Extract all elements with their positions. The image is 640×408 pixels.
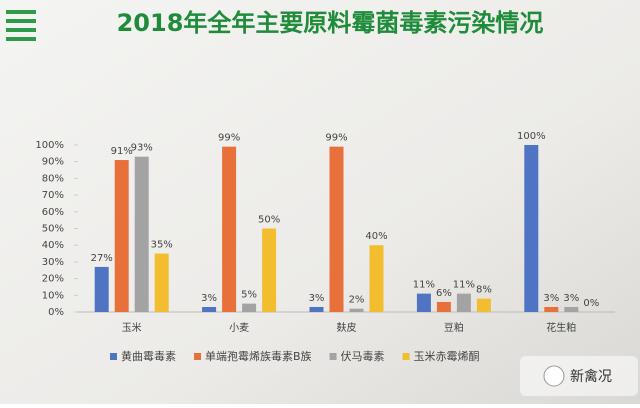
data-label: 50% (258, 215, 280, 226)
legend-swatch (194, 353, 201, 360)
y-tick-label: 40% (42, 240, 64, 251)
y-tick-label: 10% (42, 290, 64, 301)
bar (222, 146, 237, 312)
watermark: 新禽况 (520, 356, 638, 396)
watermark-text: 新禽况 (570, 368, 612, 385)
y-tick-label: 0% (48, 307, 64, 318)
data-label: 6% (436, 288, 452, 299)
y-tick-label: 50% (42, 224, 64, 235)
y-tick-label: 20% (42, 274, 64, 285)
data-label: 93% (131, 143, 153, 154)
bar (416, 293, 431, 312)
legend-swatch (402, 353, 410, 360)
data-label: 3% (563, 293, 579, 304)
legend-swatch (110, 353, 117, 360)
x-tick-label: 豆粕 (444, 321, 464, 334)
bar (262, 228, 277, 312)
bar (544, 306, 559, 312)
y-tick-label: 100% (35, 140, 64, 151)
y-tick-label: 80% (42, 173, 64, 184)
bar (476, 298, 491, 312)
data-label: 99% (218, 133, 240, 144)
bar (94, 266, 109, 312)
legend-label: 玉米赤霉烯酮 (414, 350, 480, 363)
y-tick-label: 70% (42, 190, 64, 201)
data-label: 3% (543, 293, 559, 304)
legend-swatch (329, 353, 337, 360)
legend-label: 伏马毒素 (341, 349, 385, 363)
data-label: 3% (201, 293, 217, 304)
legend-label: 单端孢霉烯族毒素B族 (205, 349, 312, 363)
data-label: 91% (111, 146, 133, 157)
y-tick-label: 30% (42, 257, 64, 268)
menu-icon (6, 10, 36, 41)
bar (349, 308, 364, 312)
x-tick-label: 花生粕 (546, 321, 576, 334)
data-label: 40% (365, 231, 387, 242)
bar (456, 293, 471, 312)
y-tick-label: 90% (42, 157, 64, 168)
data-label: 99% (325, 133, 347, 144)
bar (114, 160, 129, 312)
chart-title: 2018年全年主要原料霉菌毒素污染情况 (117, 9, 544, 37)
data-label: 8% (476, 285, 492, 296)
bar (309, 306, 324, 312)
bar (134, 156, 149, 312)
bar (202, 306, 217, 312)
bar (154, 253, 169, 312)
data-label: 0% (583, 298, 599, 309)
x-tick-label: 小麦 (229, 322, 249, 334)
bar (369, 245, 384, 312)
x-tick-label: 玉米 (122, 321, 142, 334)
legend-label: 黄曲霉毒素 (121, 349, 176, 363)
data-label: 11% (413, 280, 435, 291)
bar (242, 303, 257, 312)
data-label: 5% (241, 290, 257, 301)
data-label: 27% (91, 253, 113, 264)
bar (329, 146, 344, 312)
bar (564, 306, 579, 312)
x-tick-label: 麸皮 (337, 321, 357, 334)
data-label: 35% (151, 240, 173, 251)
data-label: 11% (453, 280, 475, 291)
data-label: 3% (309, 293, 325, 304)
y-tick-label: 60% (42, 207, 64, 218)
data-label: 100% (517, 131, 546, 142)
bar (524, 145, 539, 312)
data-label: 2% (349, 295, 365, 306)
bar (436, 301, 451, 312)
